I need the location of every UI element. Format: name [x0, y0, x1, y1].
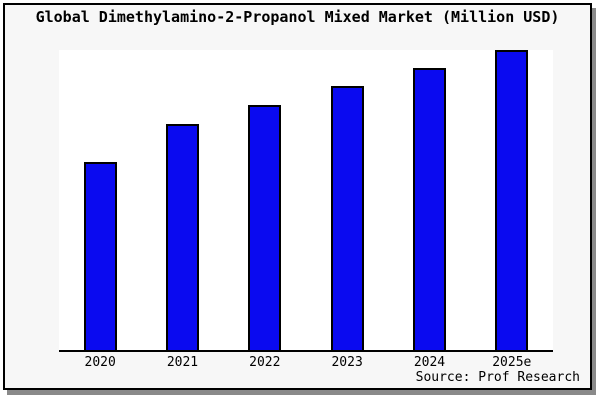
bar-2025e: [495, 50, 528, 350]
plot-area: [59, 50, 553, 352]
x-tick-label-2023: 2023: [331, 355, 363, 370]
bar-2022: [248, 105, 281, 350]
bar-2020: [84, 162, 117, 350]
x-tick-label-2021: 2021: [166, 355, 199, 370]
x-tick-label-2024: 2024: [413, 355, 446, 370]
x-tick-label-2022: 2022: [249, 355, 281, 370]
chart-frame: Global Dimethylamino-2-Propanol Mixed Ma…: [3, 3, 592, 390]
bar-2023: [331, 86, 364, 350]
x-axis-tick-labels: 2020 2021 2022 2023 2024 2025e: [59, 355, 553, 370]
x-tick-label-2025e: 2025e: [492, 355, 532, 370]
source-credit: Source: Prof Research: [415, 370, 580, 385]
bar-2021: [166, 124, 199, 350]
bar-2024: [413, 68, 446, 350]
chart-title: Global Dimethylamino-2-Propanol Mixed Ma…: [35, 8, 560, 26]
x-tick-label-2020: 2020: [84, 355, 116, 370]
